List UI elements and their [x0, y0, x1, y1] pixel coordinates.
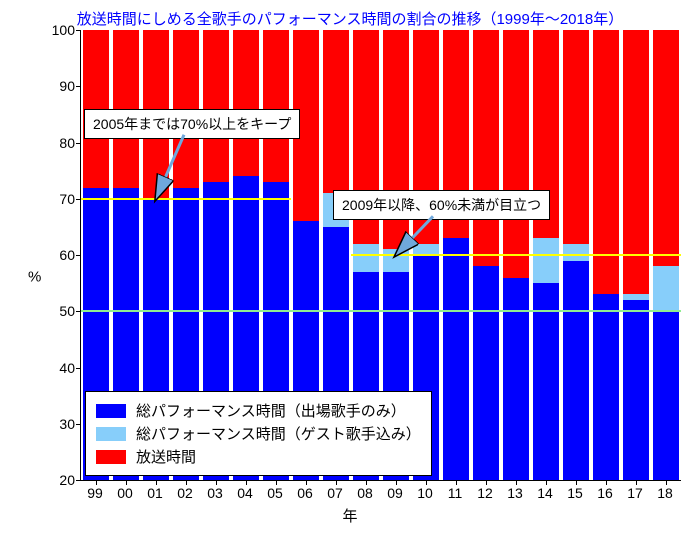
chart-title: 放送時間にしめる全歌手のパフォーマンス時間の割合の推移（1999年～2018年） [0, 8, 700, 29]
xtick-label: 14 [537, 485, 553, 501]
xtick-label: 17 [627, 485, 643, 501]
ytick-label: 30 [59, 416, 75, 432]
xtick-label: 18 [657, 485, 673, 501]
xtick-label: 09 [387, 485, 403, 501]
ytick-label: 90 [59, 78, 75, 94]
ytick-label: 100 [52, 22, 75, 38]
ytick-label: 40 [59, 360, 75, 376]
legend-swatch [96, 427, 126, 441]
xtick-label: 01 [147, 485, 163, 501]
xtick-label: 10 [417, 485, 433, 501]
chart-container: 放送時間にしめる全歌手のパフォーマンス時間の割合の推移（1999年～2018年）… [0, 0, 700, 554]
plot-area: 2005年までは70%以上をキープ2009年以降、60%未満が目立つ総パフォーマ… [80, 30, 681, 481]
xtick-label: 12 [477, 485, 493, 501]
ytick-label: 50 [59, 303, 75, 319]
legend-label: 総パフォーマンス時間（ゲスト歌手込み） [136, 423, 421, 444]
xtick-label: 13 [507, 485, 523, 501]
x-axis-label: 年 [342, 505, 357, 526]
xtick-label: 00 [117, 485, 133, 501]
ytick-label: 70 [59, 191, 75, 207]
legend-swatch [96, 450, 126, 464]
legend-item: 総パフォーマンス時間（出場歌手のみ） [96, 400, 421, 421]
legend-item: 総パフォーマンス時間（ゲスト歌手込み） [96, 423, 421, 444]
xtick-label: 99 [87, 485, 103, 501]
xtick-label: 16 [597, 485, 613, 501]
xtick-label: 05 [267, 485, 283, 501]
xtick-label: 15 [567, 485, 583, 501]
xtick-label: 04 [237, 485, 253, 501]
ytick-label: 20 [59, 472, 75, 488]
legend-label: 総パフォーマンス時間（出場歌手のみ） [136, 400, 406, 421]
xtick-label: 07 [327, 485, 343, 501]
legend-swatch [96, 404, 126, 418]
ytick-mark [76, 480, 81, 481]
y-axis-label: % [28, 269, 41, 286]
ytick-label: 60 [59, 247, 75, 263]
xtick-label: 06 [297, 485, 313, 501]
legend-item: 放送時間 [96, 446, 421, 467]
xtick-label: 03 [207, 485, 223, 501]
ytick-label: 80 [59, 135, 75, 151]
xtick-label: 08 [357, 485, 373, 501]
xtick-label: 11 [448, 485, 463, 501]
legend: 総パフォーマンス時間（出場歌手のみ）総パフォーマンス時間（ゲスト歌手込み）放送時… [85, 391, 432, 476]
legend-label: 放送時間 [136, 446, 196, 467]
xtick-label: 02 [177, 485, 193, 501]
